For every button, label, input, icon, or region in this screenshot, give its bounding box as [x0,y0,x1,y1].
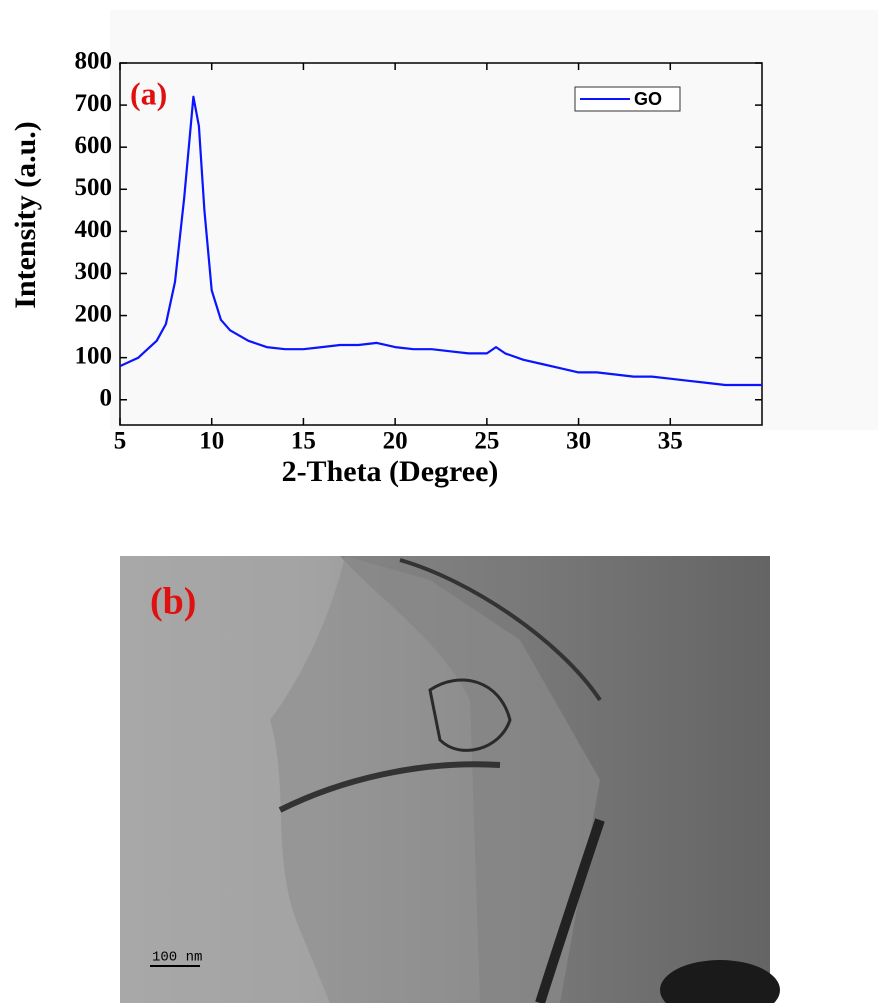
fold [278,761,501,813]
y-tick-label: 800 [75,48,113,75]
x-tick-label: 30 [566,428,591,455]
y-tick-label: 400 [75,216,113,243]
x-tick-label: 20 [383,428,408,455]
xrd-chart: (a) 2-Theta (Degree) Intensity (a.u.) 0 1… [9,10,878,488]
y-tick-label: 300 [75,258,113,285]
y-tick-label: 200 [75,300,113,327]
flake [270,556,600,1003]
fold [535,818,605,1003]
x-tick-label: 25 [474,428,499,455]
fold [399,558,602,702]
dark-region [660,960,780,1003]
y-tick-label: 700 [75,90,113,117]
x-tick-label: 15 [291,428,316,455]
y-axis-title: Intensity (a.u.) [9,121,42,309]
y-tick-label: 500 [75,174,113,201]
y-tick-label: 0 [100,384,113,411]
y-tick-label: 600 [75,132,113,159]
data-line [119,95,762,387]
x-tick-label: 35 [658,428,683,455]
flake-shade [340,556,770,1003]
y-tick-label: 100 [75,342,113,369]
x-axis-title: 2-Theta (Degree) [282,455,499,488]
legend-label: GO [634,89,662,109]
fold [428,678,512,752]
panel-label: (b) [150,581,196,623]
tem-image [120,556,770,1003]
scale-bar-label: 100 nm [152,950,202,966]
x-tick-label: 10 [199,428,224,455]
panel-label: (a) [130,75,167,111]
figure-background [110,10,878,430]
x-tick-label: 5 [114,428,127,455]
plot-frame [119,62,763,426]
legend: GO [574,86,681,112]
